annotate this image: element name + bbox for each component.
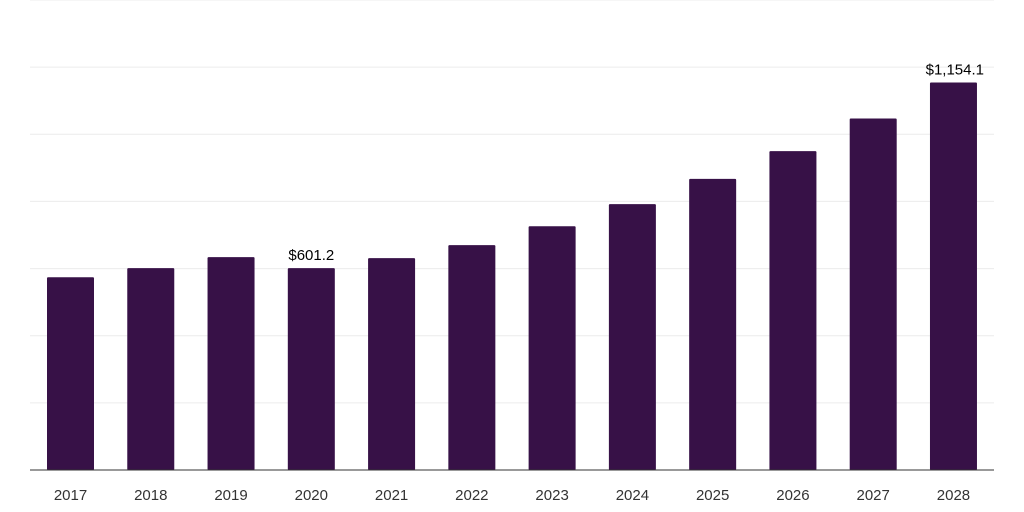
gridlines — [30, 0, 994, 404]
x-tick-label: 2021 — [375, 487, 408, 504]
x-tick-label: 2025 — [696, 487, 729, 504]
bar-2025 — [689, 178, 737, 470]
x-tick-label: 2019 — [214, 487, 247, 504]
bar-2027 — [849, 118, 897, 470]
bar-2028 — [929, 82, 977, 471]
x-tick-label: 2017 — [54, 487, 87, 504]
bar-2026 — [769, 151, 817, 471]
bar-2017 — [47, 277, 94, 470]
x-tick-label: 2028 — [937, 487, 970, 504]
bar-2023 — [528, 226, 576, 470]
bar-2021 — [368, 258, 416, 470]
data-labels: $601.2 $1,154.1 — [288, 62, 984, 265]
bar-2019 — [207, 257, 255, 470]
x-tick-label: 2020 — [295, 487, 328, 504]
data-label: $1,154.1 — [926, 62, 984, 79]
x-tick-label: 2026 — [776, 487, 809, 504]
bar-2024 — [608, 204, 656, 470]
bar-2022 — [448, 245, 496, 470]
x-axis-tick-labels: 2017 2018 2019 2020 2021 2022 2023 2024 2025 2026… — [54, 487, 970, 504]
x-tick-label: 2023 — [535, 487, 568, 504]
bar-2020 — [287, 268, 335, 470]
bars — [47, 82, 977, 471]
data-label: $601.2 — [288, 247, 334, 264]
x-tick-label: 2024 — [616, 487, 649, 504]
x-tick-label: 2027 — [857, 487, 890, 504]
bar-2018 — [127, 268, 175, 470]
x-tick-label: 2018 — [134, 487, 167, 504]
x-tick-label: 2022 — [455, 487, 488, 504]
